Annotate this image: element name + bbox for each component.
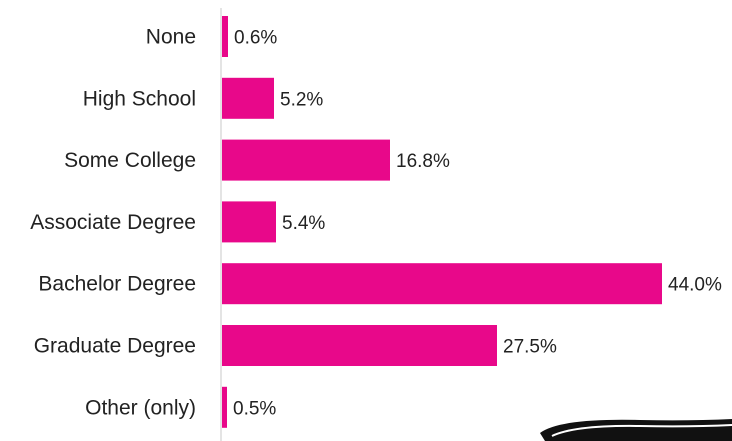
category-labels-group: None High School Some College Associate Deg… <box>30 26 196 420</box>
decorative-curve-graphic-inner <box>551 424 732 437</box>
value-label-high-school: 5.2% <box>280 89 323 110</box>
value-label-some-college: 16.8% <box>396 151 450 172</box>
category-label-some-college: Some College <box>64 149 196 172</box>
decorative-curve-graphic <box>540 419 732 441</box>
bar-high-school <box>222 77 274 119</box>
bar-some-college <box>222 139 390 181</box>
bar-graduate-degree <box>222 325 497 366</box>
value-label-none: 0.6% <box>234 28 277 49</box>
value-label-other-only: 0.5% <box>233 398 276 419</box>
category-label-other-only: Other (only) <box>85 396 196 419</box>
category-label-graduate-degree: Graduate Degree <box>34 335 196 358</box>
bar-bachelor-degree <box>222 263 662 305</box>
value-label-bachelor-degree: 44.0% <box>668 275 722 296</box>
bar-none <box>222 16 228 57</box>
category-label-associate-degree: Associate Degree <box>30 211 196 234</box>
category-label-high-school: High School <box>83 87 196 110</box>
category-label-bachelor-degree: Bachelor Degree <box>38 273 196 296</box>
value-labels-group: 0.6% 5.2% 16.8% 5.4% 44.0% 27.5% 0.5% <box>233 28 722 420</box>
value-label-graduate-degree: 27.5% <box>503 337 557 358</box>
category-label-none: None <box>146 26 196 49</box>
value-label-associate-degree: 5.4% <box>282 213 325 234</box>
bars-group <box>222 16 662 428</box>
bar-other-only <box>222 386 227 428</box>
bar-associate-degree <box>222 201 276 243</box>
